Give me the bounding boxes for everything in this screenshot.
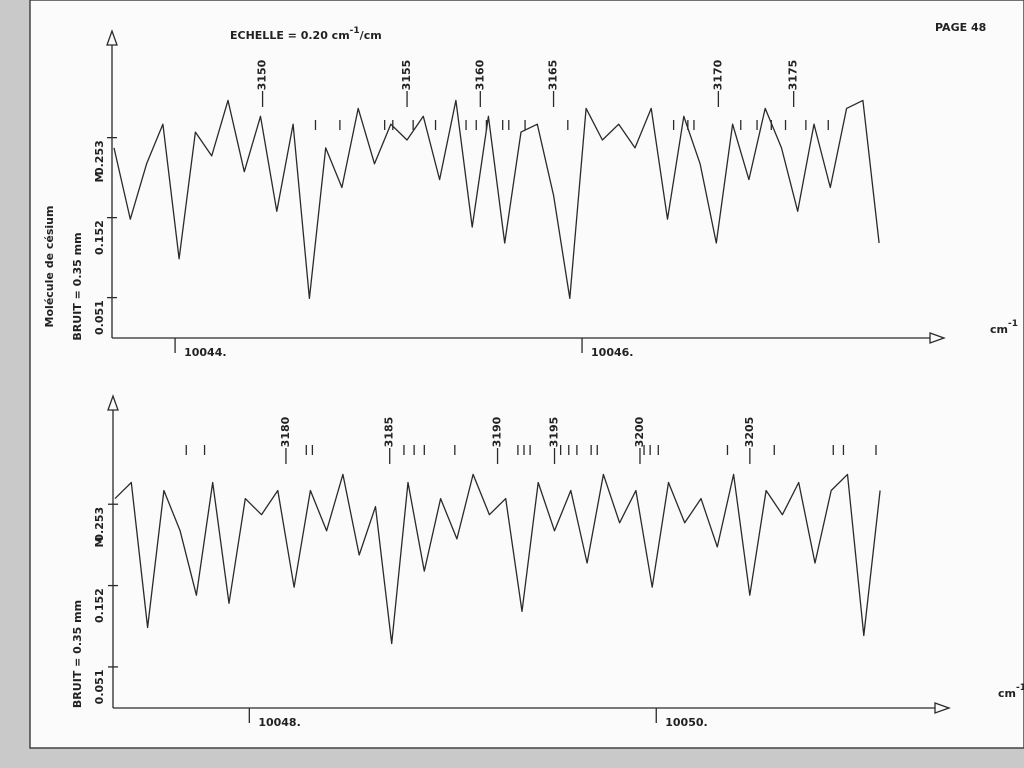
line-number: 3160 (473, 59, 486, 90)
x-axis-label: cm-1 (998, 683, 1024, 701)
line-number: 3150 (256, 59, 269, 90)
line-number: 3195 (548, 417, 561, 448)
y-axis-label: BRUIT = 0.35 mm (71, 232, 84, 340)
line-number: 3200 (633, 416, 646, 447)
x-unit-sup: -1 (1008, 319, 1018, 329)
line-number: 3165 (547, 60, 560, 91)
line-number: 3185 (383, 417, 396, 448)
x-tick-label: 10048. (258, 716, 300, 729)
paper (29, 0, 1024, 749)
page-number: PAGE 48 (935, 21, 986, 34)
line-number: 3155 (400, 60, 413, 91)
line-number: 3170 (711, 59, 724, 90)
x-unit: cm (998, 687, 1016, 700)
scale-label: ECHELLE = 0.20 cm-1/cm (230, 26, 382, 43)
y-axis-label: BRUIT = 0.35 mm (71, 600, 84, 708)
y-tick-label: 0.152 (93, 220, 106, 255)
x-tick-label: 10050. (665, 716, 707, 729)
y-tick-label: 0.051 (93, 670, 106, 705)
x-axis (113, 702, 951, 714)
y-unit: M (93, 537, 106, 548)
y-axis (107, 394, 119, 708)
x-unit: cm (990, 323, 1008, 336)
y-tick-label: 0.051 (93, 300, 106, 335)
scale-tail: /cm (360, 29, 382, 42)
x-tick-label: 10046. (591, 346, 633, 359)
line-number: 3190 (491, 416, 504, 447)
x-axis (112, 332, 946, 344)
spectrum-line (114, 473, 881, 645)
x-tick-label: 10044. (184, 346, 226, 359)
y-tick-label: 0.253 (93, 140, 106, 175)
scale-text: ECHELLE = 0.20 cm (230, 29, 350, 42)
x-axis-label: cm-1 (990, 319, 1018, 337)
line-number: 3180 (279, 416, 292, 447)
scale-sup: -1 (350, 26, 360, 36)
y-tick-label: 0.152 (93, 588, 106, 623)
y-tick-label: 0.253 (93, 507, 106, 542)
line-number: 3175 (787, 60, 800, 91)
y-axis (106, 29, 118, 338)
spectrum-line (113, 99, 880, 300)
y-unit: M (93, 172, 106, 183)
x-unit-sup: -1 (1016, 683, 1024, 693)
line-number: 3205 (743, 417, 756, 448)
molecule-label: Molécule de césium (43, 206, 56, 328)
